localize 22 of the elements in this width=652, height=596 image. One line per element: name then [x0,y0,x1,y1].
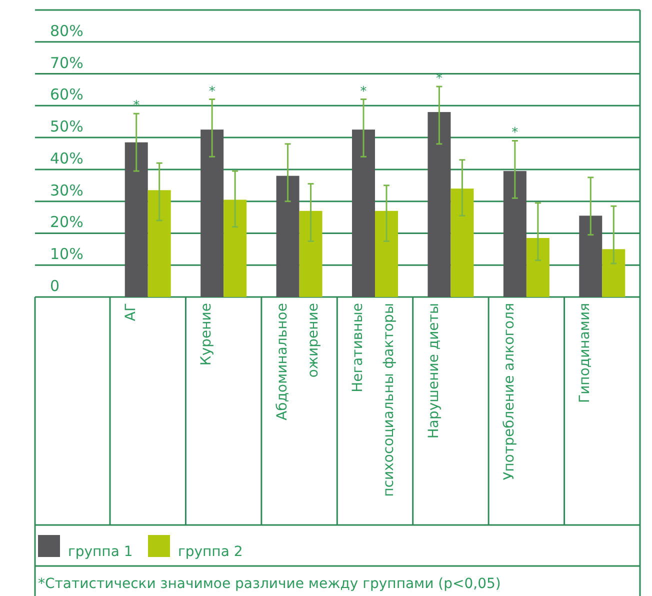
y-tick-label: 40% [50,149,84,168]
x-tick-label: АГ [122,303,139,322]
y-tick-label: 70% [50,54,84,72]
x-tick-label: Гиподинамия [577,303,594,403]
legend-label: группа 2 [178,544,243,560]
data-label: * [360,84,368,100]
text: *Статистически значимое различие между группами (p<0,05) [38,576,501,592]
x-tick-label: Абдоминальное ожирение [274,303,322,420]
y-tick-label: 80% [50,22,84,40]
y-tick-label: 60% [50,86,84,104]
y-tick-label: 30% [50,181,84,200]
data-label: * [208,84,216,100]
legend-label: группа 1 [68,544,133,560]
y-tick-label: 10% [50,245,84,264]
x-tick-label: Курение [198,303,215,366]
y-tick-label: 20% [50,213,84,232]
data-label: * [512,126,519,141]
y-tick-label: 50% [50,118,84,136]
x-tick-label: Нарушение диеты [426,303,442,439]
y-tick-label: 0 [50,277,60,295]
x-tick-label: Употребление алкоголя [501,303,518,480]
data-label: * [436,72,443,87]
